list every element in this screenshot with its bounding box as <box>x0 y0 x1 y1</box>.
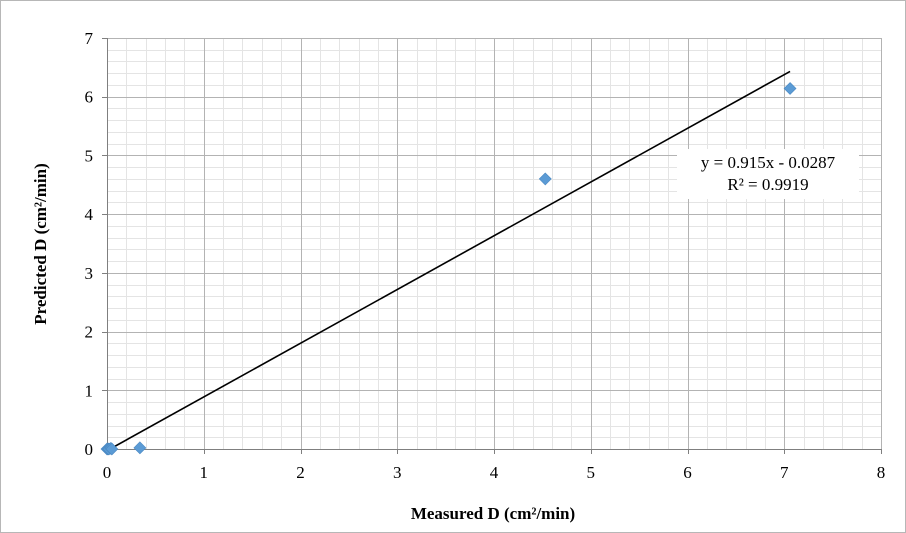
y-axis-tick-labels: 0 1 2 3 4 5 6 7 <box>85 29 94 459</box>
x-tick-label: 1 <box>200 463 209 482</box>
y-tick-label: 0 <box>85 440 94 459</box>
data-point <box>133 441 147 455</box>
x-tick-label: 2 <box>296 463 305 482</box>
y-tick-label: 5 <box>85 146 94 165</box>
trendline-group <box>109 70 859 450</box>
y-tick-label: 1 <box>85 381 94 400</box>
y-tick-label: 6 <box>85 88 94 107</box>
x-tick-label: 7 <box>780 463 789 482</box>
x-tick-label: 4 <box>490 463 499 482</box>
x-tick-label: 8 <box>877 463 886 482</box>
trendline <box>109 70 791 450</box>
x-tick-label: 6 <box>683 463 692 482</box>
y-tick-label: 4 <box>85 205 94 224</box>
x-axis-tick-labels: 0 1 2 3 4 5 6 7 8 <box>103 463 886 482</box>
y-axis-title: Predicted D (cm²/min) <box>31 163 50 325</box>
y-tick-label: 3 <box>85 264 94 283</box>
x-tick-label: 3 <box>393 463 402 482</box>
data-point <box>783 82 797 95</box>
trendline-equation: y = 0.915x - 0.0287 <box>701 153 836 172</box>
trendline-annotation-box <box>677 149 859 199</box>
y-tick-label: 7 <box>85 29 94 48</box>
data-points <box>100 82 797 456</box>
data-point <box>105 442 119 456</box>
x-tick-label: 5 <box>587 463 596 482</box>
y-tick-label: 2 <box>85 323 94 342</box>
trendline-annotation: y = 0.915x - 0.0287 R² = 0.9919 <box>701 153 836 194</box>
trendline-r-squared: R² = 0.9919 <box>727 175 808 194</box>
x-tick-label: 0 <box>103 463 112 482</box>
axes <box>102 38 882 454</box>
x-axis-title: Measured D (cm²/min) <box>411 504 575 523</box>
data-point <box>538 172 552 186</box>
